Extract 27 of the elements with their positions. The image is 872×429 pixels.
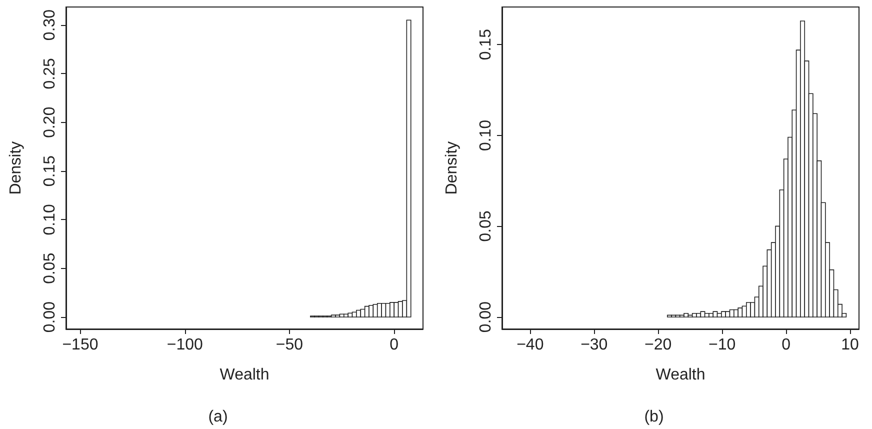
x-axis-title: Wealth	[656, 366, 706, 384]
x-tick-label: −40	[516, 336, 544, 354]
x-tick-label: −30	[580, 336, 608, 354]
y-axis-title: Density	[444, 141, 460, 195]
y-tick-label: 0.05	[42, 252, 58, 284]
x-tick-label: 0	[390, 336, 399, 354]
x-axis-title: Wealth	[220, 366, 270, 384]
y-axis-title: Density	[8, 141, 24, 195]
x-tick-label: −50	[276, 336, 304, 354]
x-tick-label: 10	[841, 336, 860, 354]
y-tick-label: 0.00	[478, 301, 494, 333]
y-tick-label: 0.10	[42, 204, 58, 236]
y-tick-label: 0.25	[42, 58, 58, 90]
y-tick-label: 0.15	[42, 155, 58, 187]
y-tick-label: 0.05	[478, 210, 494, 242]
x-tick-label: −150	[62, 336, 98, 354]
x-tick-label: 0	[782, 336, 791, 354]
y-tick-label: 0.00	[42, 301, 58, 333]
y-tick-label: 0.10	[478, 120, 494, 151]
x-tick-label: −20	[644, 336, 672, 354]
y-tick-label: 0.30	[42, 9, 58, 41]
x-tick-label: −10	[708, 336, 736, 354]
y-tick-label: 0.20	[42, 106, 58, 138]
text: (b)	[644, 408, 664, 426]
text: (a)	[208, 408, 228, 426]
y-tick-label: 0.15	[478, 28, 494, 60]
x-tick-label: −100	[166, 336, 203, 354]
